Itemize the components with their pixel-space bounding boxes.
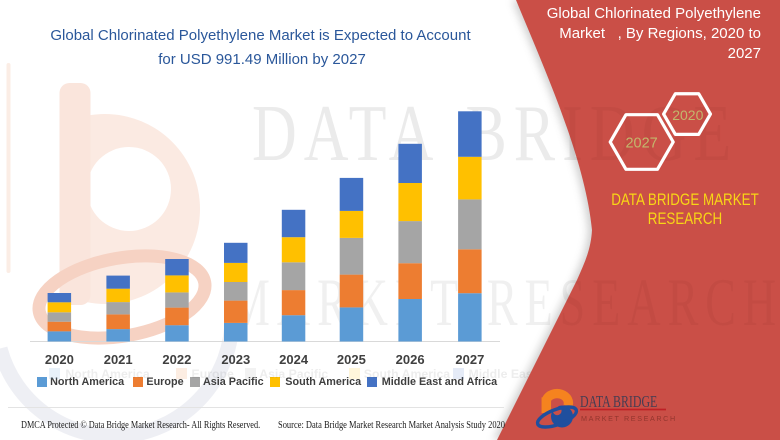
svg-text:MARKET RESEARCH: MARKET RESEARCH: [581, 414, 677, 423]
svg-text:2020: 2020: [672, 107, 703, 123]
svg-text:DATA BRIDGE: DATA BRIDGE: [580, 393, 657, 412]
svg-text:2027: 2027: [625, 136, 657, 152]
